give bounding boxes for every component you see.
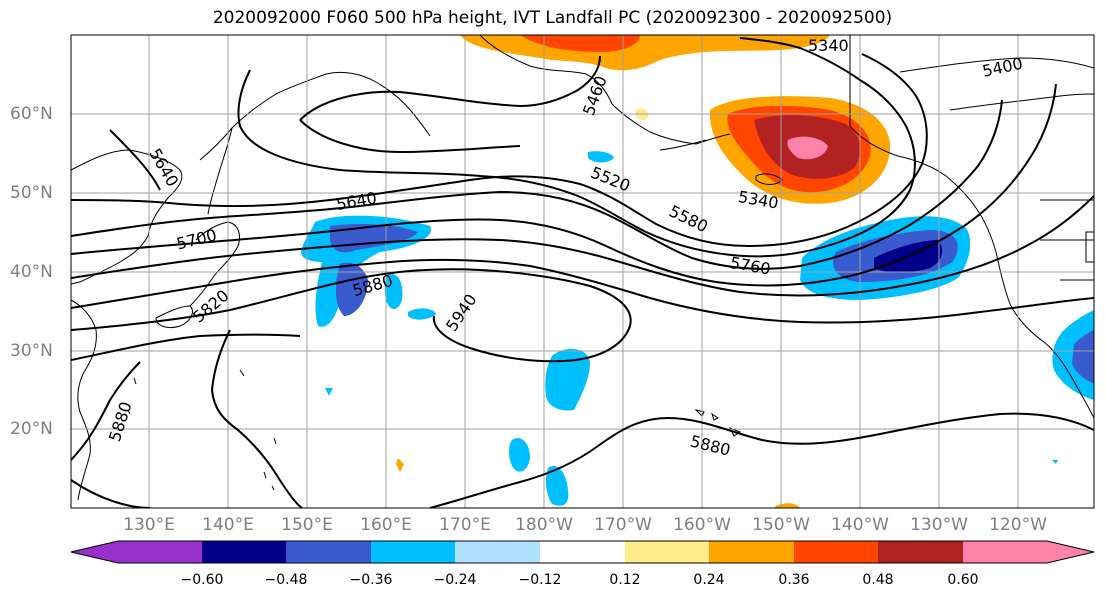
lon-label: 160°E xyxy=(360,515,412,535)
lon-label: 140°W xyxy=(831,515,889,535)
lon-label: 150°E xyxy=(281,515,333,535)
colorbar-tick-label: −0.48 xyxy=(264,572,308,588)
colorbar-swatch xyxy=(878,541,964,563)
lon-label: 150°W xyxy=(752,515,810,535)
colorbar-tick-label: 0.24 xyxy=(693,572,725,588)
colorbar-swatch xyxy=(625,541,710,563)
lon-label: 130°W xyxy=(910,515,968,535)
colorbar-swatch xyxy=(794,541,879,563)
lat-label: 30°N xyxy=(10,341,53,361)
lon-label: 140°E xyxy=(202,515,254,535)
graticule xyxy=(71,35,1094,508)
lon-label: 160°W xyxy=(673,515,731,535)
colorbar-swatch xyxy=(455,541,541,563)
height-contours xyxy=(71,37,1094,508)
colorbar-swatch xyxy=(286,541,372,563)
contour-label: 5340 xyxy=(808,36,849,55)
colorbar-swatch xyxy=(709,541,795,563)
colorbar-tick-label: 0.48 xyxy=(862,572,894,588)
colorbar-tick-label: 0.60 xyxy=(947,572,979,588)
lat-label: 40°N xyxy=(10,262,53,282)
lat-label: 20°N xyxy=(10,419,53,439)
colorbar-swatch xyxy=(371,541,456,563)
colorbar-tick-label: −0.36 xyxy=(349,572,393,588)
map-title: 2020092000 F060 500 hPa height, IVT Land… xyxy=(212,8,893,28)
colorbar-swatch xyxy=(963,541,1094,563)
coastlines xyxy=(71,35,1094,501)
colorbar-tick-label: 0.36 xyxy=(778,572,810,588)
colorbar-swatch xyxy=(202,541,287,563)
map-frame xyxy=(70,34,1095,509)
lon-label: 130°E xyxy=(123,515,175,535)
colorbar-swatches xyxy=(70,540,1095,564)
lat-label: 60°N xyxy=(10,104,53,124)
lon-label: 170°W xyxy=(594,515,652,535)
lat-label: 50°N xyxy=(10,183,53,203)
lon-label: 180°W xyxy=(515,515,573,535)
colorbar-tick-label: 0.12 xyxy=(609,572,641,588)
colorbar-swatch xyxy=(71,541,202,563)
lon-label: 170°E xyxy=(439,515,491,535)
colorbar-tick-label: −0.24 xyxy=(433,572,477,588)
colorbar-tick-label: −0.12 xyxy=(518,572,562,588)
lon-label: 120°W xyxy=(989,515,1047,535)
colorbar-tick-label: −0.60 xyxy=(180,572,224,588)
ivt-positive-shading xyxy=(396,35,891,508)
colorbar-swatch xyxy=(540,541,626,563)
colorbar-outline xyxy=(70,540,1095,564)
